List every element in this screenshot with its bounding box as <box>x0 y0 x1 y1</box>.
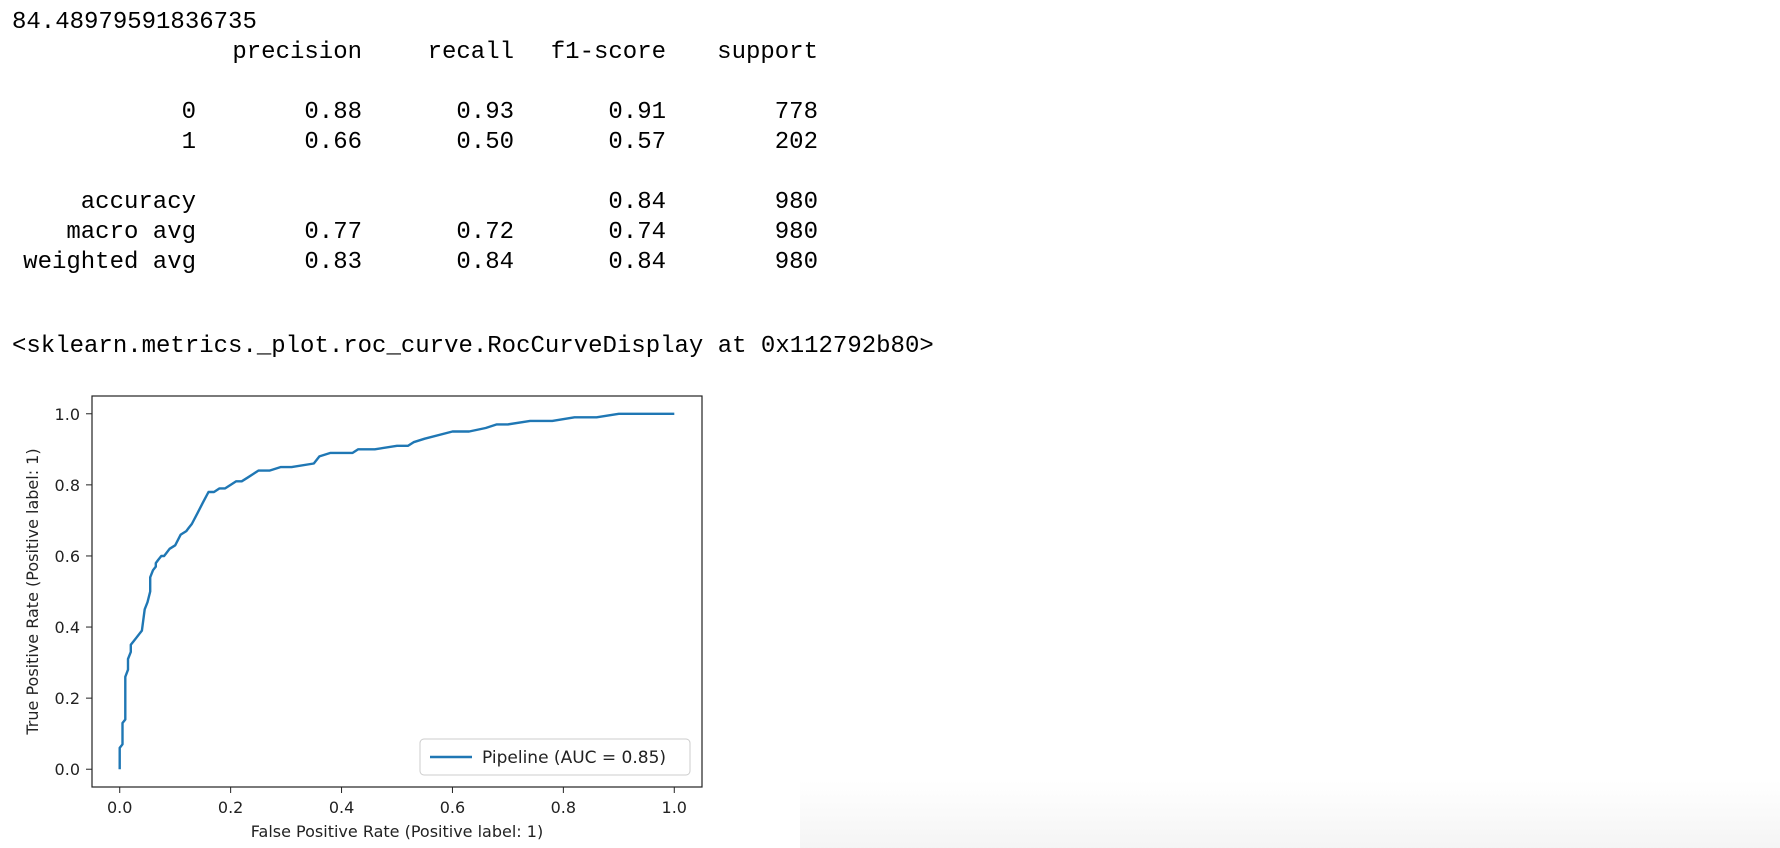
y-tick-label: 0.4 <box>55 618 80 637</box>
y-tick-label: 0.8 <box>55 476 80 495</box>
legend-box <box>419 738 691 776</box>
y-tick-label: 1.0 <box>55 405 80 424</box>
x-tick-label: 0.4 <box>329 798 354 817</box>
legend-label: Pipeline (AUC = 0.85) <box>482 748 666 768</box>
report-cell: 0.84 <box>608 189 666 216</box>
report-cell: recall <box>427 39 514 66</box>
x-tick-label: 1.0 <box>662 798 687 817</box>
y-tick-label: 0.0 <box>55 760 80 779</box>
report-cell: 0.88 <box>304 99 362 126</box>
report-cell: f1-score <box>550 39 666 66</box>
x-tick-label: 0.2 <box>218 798 243 817</box>
plot-frame <box>91 395 703 788</box>
x-tick-label: 0.8 <box>551 798 576 817</box>
report-cell: 0 <box>181 99 196 126</box>
x-tick-label: 0.6 <box>440 798 465 817</box>
report-cell: precision <box>232 39 362 66</box>
output-fade <box>800 780 1780 848</box>
report-cell: 202 <box>774 129 818 156</box>
report-cell: 980 <box>774 249 818 276</box>
report-cell: 0.50 <box>456 129 514 156</box>
report-cell: 0.91 <box>608 99 666 126</box>
x-axis-label: False Positive Rate (Positive label: 1) <box>251 822 543 841</box>
report-cell: support <box>717 39 818 66</box>
report-cell: 0.83 <box>304 249 362 276</box>
report-cell: 0.66 <box>304 129 362 156</box>
report-cell: 0.72 <box>456 219 514 246</box>
report-cell: 0.84 <box>456 249 514 276</box>
y-tick-label: 0.2 <box>55 689 80 708</box>
report-cell: 0.57 <box>608 129 666 156</box>
roc-curve-line <box>118 412 675 770</box>
report-cell: macro avg <box>66 219 196 246</box>
accuracy-score-output: 84.48979591836735 <box>12 9 257 36</box>
report-cell: 778 <box>774 99 818 126</box>
report-cell: 0.74 <box>608 219 666 246</box>
report-cell: 0.93 <box>456 99 514 126</box>
report-cell: 980 <box>774 189 818 216</box>
report-cell: 1 <box>181 129 196 156</box>
report-cell: 980 <box>774 219 818 246</box>
x-tick-label: 0.0 <box>107 798 132 817</box>
roc-curve-chart: 0.0 0.2 0.4 0.6 0.8 1.0 0.0 0.2 0.4 0.6 0.8 1.0 Fals… <box>23 395 703 841</box>
y-axis-label: True Positive Rate (Positive label: 1) <box>23 448 42 735</box>
roc-display-repr: <sklearn.metrics._plot.roc_curve.RocCurv… <box>12 333 934 360</box>
report-cell: weighted avg <box>23 249 196 276</box>
y-tick-label: 0.6 <box>55 547 80 566</box>
report-cell: accuracy <box>80 189 196 216</box>
report-cell: 0.84 <box>608 249 666 276</box>
report-cell: 0.77 <box>304 219 362 246</box>
